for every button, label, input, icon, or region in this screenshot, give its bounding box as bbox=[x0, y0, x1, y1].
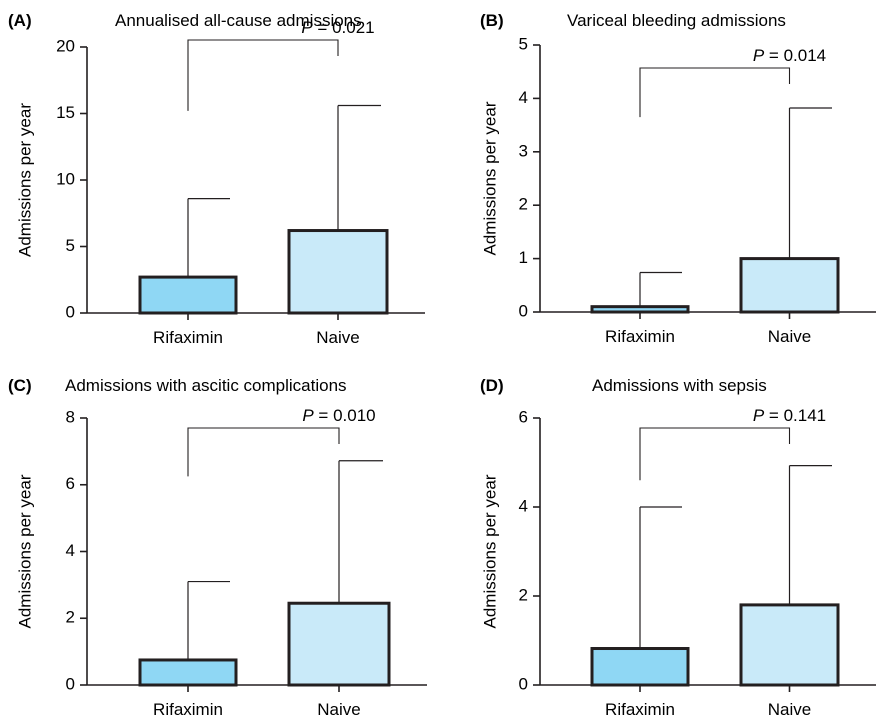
bar-rifaximin bbox=[138, 658, 238, 687]
p-value-label: P = 0.010 bbox=[302, 406, 375, 425]
y-tick-label: 8 bbox=[66, 407, 75, 426]
significance-bracket bbox=[187, 427, 340, 477]
p-value-symbol: P bbox=[301, 18, 313, 37]
x-tick-label: Rifaximin bbox=[605, 327, 675, 346]
chart-panel-1: (A) Annualised all-cause admissions Admiss… bbox=[8, 11, 425, 347]
y-axis-label: Admissions per year bbox=[480, 101, 499, 255]
bar-rifaximin bbox=[590, 305, 690, 314]
significance-bracket bbox=[639, 67, 791, 118]
bar-naive bbox=[739, 603, 840, 687]
x-tick-label: Rifaximin bbox=[605, 700, 675, 719]
x-tick-label: Naive bbox=[316, 328, 359, 347]
panel-letter: (B) bbox=[480, 11, 504, 30]
y-tick-label: 4 bbox=[66, 541, 75, 560]
x-tick-label: Rifaximin bbox=[153, 328, 223, 347]
y-tick-label: 20 bbox=[56, 36, 75, 55]
y-axis-label: Admissions per year bbox=[480, 474, 499, 628]
y-tick-label: 2 bbox=[519, 585, 528, 604]
y-tick-label: 5 bbox=[519, 34, 528, 53]
bar-naive bbox=[287, 601, 391, 687]
p-value-label: P = 0.141 bbox=[753, 406, 826, 425]
p-value-label: P = 0.014 bbox=[753, 46, 826, 65]
chart-panel-2: (B) Variceal bleeding admissions Admission… bbox=[480, 11, 876, 346]
p-value-number: = 0.010 bbox=[314, 406, 376, 425]
p-value-number: = 0.014 bbox=[764, 46, 826, 65]
x-tick-label: Naive bbox=[768, 700, 811, 719]
bar-rifaximin bbox=[590, 647, 690, 687]
y-axis-label: Admissions per year bbox=[15, 103, 34, 257]
y-tick-label: 0 bbox=[519, 674, 528, 693]
significance-bracket bbox=[187, 39, 339, 111]
y-tick-label: 3 bbox=[519, 141, 528, 160]
y-tick-label: 6 bbox=[66, 474, 75, 493]
p-value-symbol: P bbox=[302, 406, 314, 425]
panel-title: Annualised all-cause admissions bbox=[115, 11, 362, 30]
bar-rifaximin bbox=[138, 275, 238, 315]
panel-letter: (C) bbox=[8, 376, 32, 395]
chart-panel-3: (C) Admissions with ascitic complications… bbox=[8, 376, 427, 719]
y-tick-label: 6 bbox=[519, 407, 528, 426]
bar-naive bbox=[739, 257, 840, 314]
y-tick-label: 2 bbox=[66, 608, 75, 627]
p-value-symbol: P bbox=[753, 406, 765, 425]
y-tick-label: 0 bbox=[66, 674, 75, 693]
y-tick-label: 15 bbox=[56, 103, 75, 122]
p-value-number: = 0.021 bbox=[313, 18, 375, 37]
p-value-label: P = 0.021 bbox=[301, 18, 374, 37]
panel-title: Admissions with sepsis bbox=[592, 376, 767, 395]
bar-naive bbox=[287, 229, 389, 315]
x-tick-label: Naive bbox=[317, 700, 360, 719]
panel-letter: (D) bbox=[480, 376, 504, 395]
y-tick-label: 1 bbox=[519, 248, 528, 267]
y-axis-label: Admissions per year bbox=[15, 474, 34, 628]
panel-title: Admissions with ascitic complications bbox=[65, 376, 347, 395]
chart-panel-4: (D) Admissions with sepsis Admissions per … bbox=[480, 376, 876, 719]
y-tick-label: 5 bbox=[66, 236, 75, 255]
y-tick-label: 0 bbox=[66, 302, 75, 321]
x-tick-label: Rifaximin bbox=[153, 700, 223, 719]
significance-bracket bbox=[639, 427, 791, 481]
x-tick-label: Naive bbox=[768, 327, 811, 346]
y-tick-label: 10 bbox=[56, 169, 75, 188]
panel-letter: (A) bbox=[8, 11, 32, 30]
y-tick-label: 4 bbox=[519, 496, 528, 515]
p-value-symbol: P bbox=[753, 46, 765, 65]
y-tick-label: 4 bbox=[519, 88, 528, 107]
panel-title: Variceal bleeding admissions bbox=[567, 11, 786, 30]
p-value-number: = 0.141 bbox=[764, 406, 826, 425]
y-tick-label: 2 bbox=[519, 195, 528, 214]
y-tick-label: 0 bbox=[519, 301, 528, 320]
